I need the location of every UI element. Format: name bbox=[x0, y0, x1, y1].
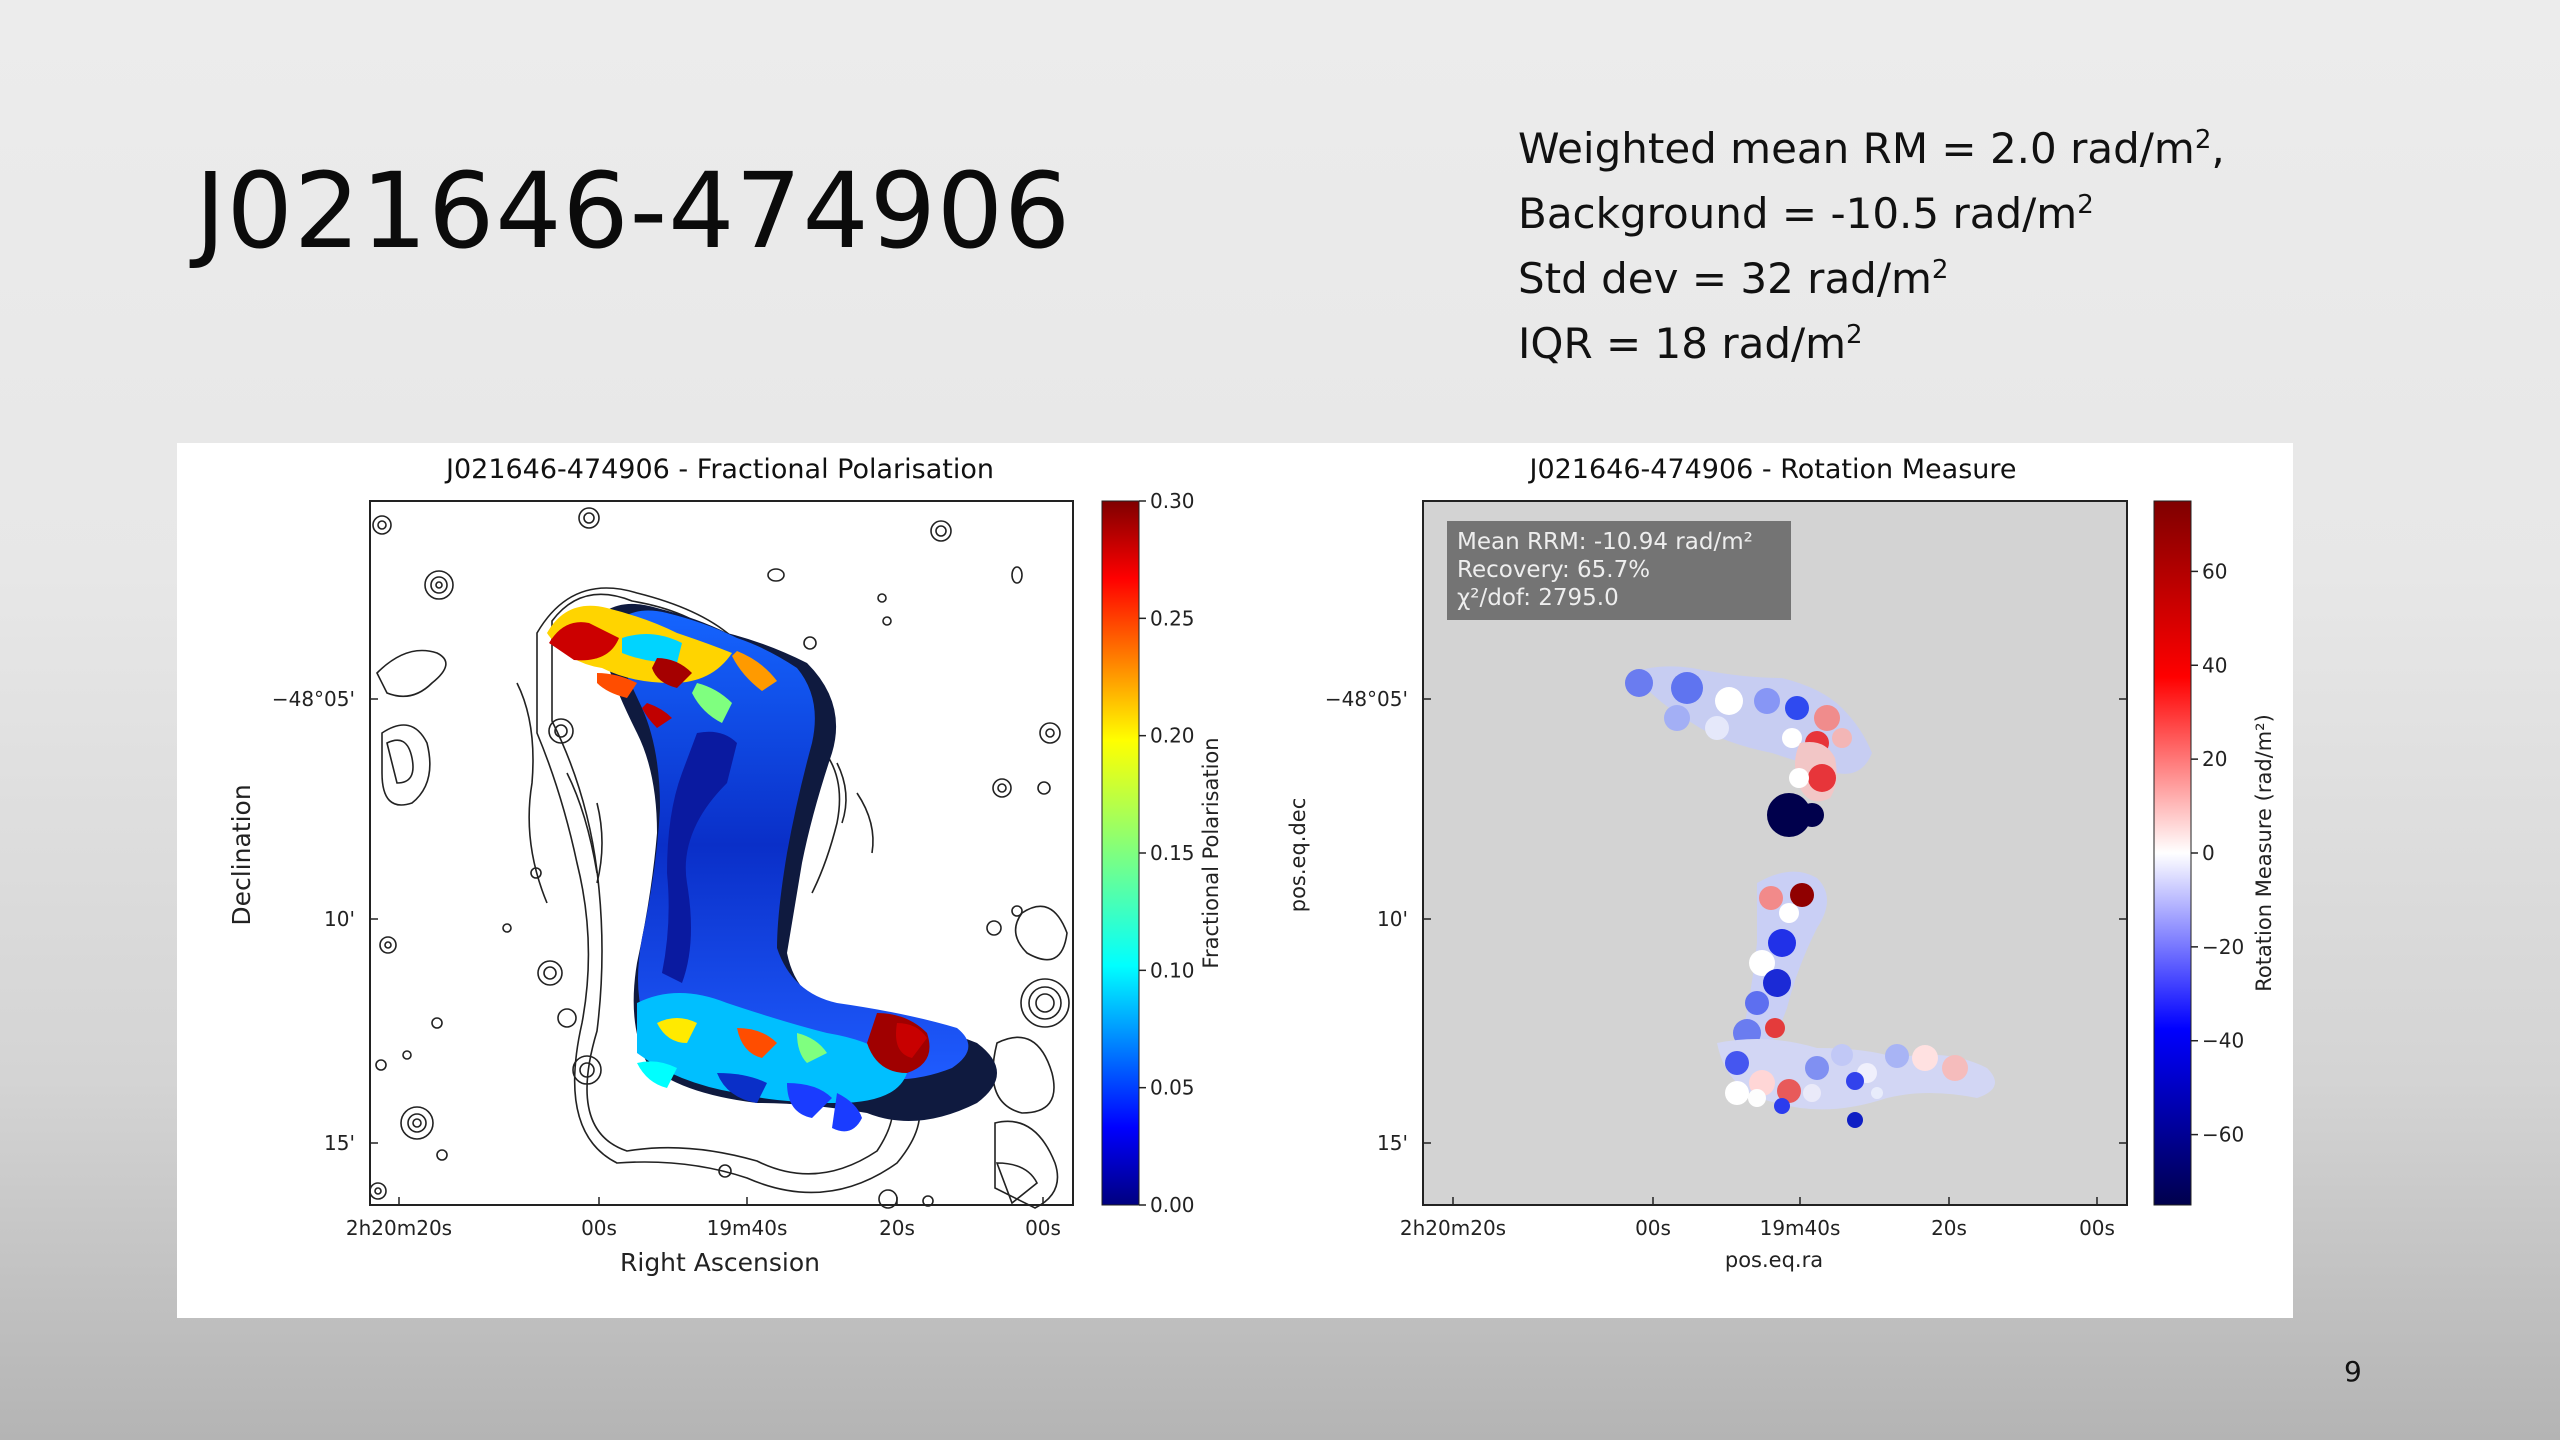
x-tick-label: 00s bbox=[1025, 1216, 1061, 1240]
x-tick-label: 00s bbox=[581, 1216, 617, 1240]
chart-title: J021646-474906 - Fractional Polarisation bbox=[444, 454, 994, 485]
stats-block: Weighted mean RM = 2.0 rad/m2, Backgroun… bbox=[1518, 112, 2225, 372]
y-axis-label: pos.eq.dec bbox=[1286, 798, 1310, 913]
annotation-line: Recovery: 65.7% bbox=[1457, 557, 1650, 583]
colorbar-tick-label: 0.15 bbox=[1150, 841, 1195, 865]
x-axis-label: Right Ascension bbox=[620, 1248, 820, 1277]
stat-sup: 2 bbox=[2194, 125, 2212, 155]
figure-panel: J021646-474906 - Fractional Polarisation bbox=[177, 443, 2293, 1318]
stat-suffix: , bbox=[2211, 124, 2225, 173]
y-tick-label: −48°05' bbox=[1325, 687, 1408, 711]
colorbar-tick-label: 40 bbox=[2202, 653, 2227, 677]
x-tick-label: 20s bbox=[1931, 1216, 1967, 1240]
figure-svg: J021646-474906 - Fractional Polarisation bbox=[227, 454, 2276, 1277]
stat-text: Weighted mean RM = 2.0 rad/m bbox=[1518, 124, 2195, 173]
stat-text: Background = -10.5 rad/m bbox=[1518, 189, 2078, 238]
colorbar-ticks: 60 40 20 0 −20 −40 −60 bbox=[2191, 559, 2244, 1147]
stat-sup: 2 bbox=[2077, 190, 2094, 220]
axis-ticks bbox=[370, 698, 1044, 1205]
colorbar-tick-label: 0.30 bbox=[1150, 489, 1195, 513]
x-tick-labels: 2h20m20s 00s 19m40s 20s 00s bbox=[346, 1216, 1061, 1240]
polarisation-plot: J021646-474906 - Fractional Polarisation bbox=[227, 454, 1223, 1277]
colorbar-label: Rotation Measure (rad/m²) bbox=[2252, 714, 2276, 992]
stat-line: Std dev = 32 rad/m2 bbox=[1518, 242, 2225, 307]
stat-sup: 2 bbox=[1931, 255, 1949, 285]
x-tick-label: 19m40s bbox=[1760, 1216, 1841, 1240]
colorbar-label: Fractional Polarisation bbox=[1199, 737, 1223, 968]
colorbar-tick-label: −60 bbox=[2202, 1123, 2244, 1147]
colorbar bbox=[1101, 500, 1140, 1206]
colorbar-tick-label: 0.20 bbox=[1150, 724, 1195, 748]
colorbar-tick-label: −20 bbox=[2202, 935, 2244, 959]
y-tick-label: −48°05' bbox=[272, 687, 355, 711]
annotation-line: Mean RRM: -10.94 rad/m² bbox=[1457, 529, 1753, 555]
x-tick-label: 2h20m20s bbox=[346, 1216, 452, 1240]
colorbar-tick-label: 20 bbox=[2202, 747, 2227, 771]
rotation-measure-plot: J021646-474906 - Rotation Measure Mean R… bbox=[1286, 454, 2276, 1272]
y-tick-label: 10' bbox=[324, 907, 355, 931]
stat-text: IQR = 18 rad/m bbox=[1518, 319, 1847, 368]
stats-annotation: Mean RRM: -10.94 rad/m² Recovery: 65.7% … bbox=[1457, 529, 1753, 611]
stats-annotation-box bbox=[1447, 521, 1791, 620]
stat-text: Std dev = 32 rad/m bbox=[1518, 254, 1932, 303]
axis-ticks bbox=[1423, 698, 2127, 1205]
stat-sup: 2 bbox=[1846, 320, 1863, 350]
y-axis-label: Declination bbox=[227, 784, 256, 925]
colorbar-ticks: 0.30 0.25 0.20 0.15 0.10 0.05 0.00 bbox=[1139, 489, 1195, 1217]
colorbar bbox=[2153, 500, 2192, 1206]
page-number: 9 bbox=[2344, 1355, 2362, 1388]
y-tick-label: 10' bbox=[1377, 907, 1408, 931]
colorbar-tick-label: 0.00 bbox=[1150, 1193, 1195, 1217]
colorbar-tick-label: 0 bbox=[2202, 841, 2215, 865]
x-tick-label: 00s bbox=[2079, 1216, 2115, 1240]
colorbar-tick-label: 0.25 bbox=[1150, 606, 1195, 630]
colorbar-tick-label: 0.10 bbox=[1150, 958, 1195, 982]
colorbar-tick-label: 0.05 bbox=[1150, 1076, 1195, 1100]
stat-line: IQR = 18 rad/m2 bbox=[1518, 307, 2225, 372]
y-tick-labels: −48°05' 10' 15' bbox=[272, 687, 355, 1155]
stat-line: Background = -10.5 rad/m2 bbox=[1518, 177, 2225, 242]
colorbar-tick-label: −40 bbox=[2202, 1029, 2244, 1053]
x-axis-label: pos.eq.ra bbox=[1725, 1248, 1823, 1272]
rm-emission bbox=[1625, 666, 1995, 1128]
y-tick-label: 15' bbox=[1377, 1131, 1408, 1155]
x-tick-label: 2h20m20s bbox=[1400, 1216, 1506, 1240]
chart-title: J021646-474906 - Rotation Measure bbox=[1527, 454, 2016, 485]
colorbar-tick-label: 60 bbox=[2202, 559, 2227, 583]
y-tick-labels: −48°05' 10' 15' bbox=[1325, 687, 1408, 1155]
annotation-line: χ²/dof: 2795.0 bbox=[1457, 585, 1619, 611]
polarisation-emission bbox=[547, 603, 997, 1132]
slide-title: J021646-474906 bbox=[195, 150, 1072, 272]
x-tick-label: 19m40s bbox=[707, 1216, 788, 1240]
y-tick-label: 15' bbox=[324, 1131, 355, 1155]
stat-line: Weighted mean RM = 2.0 rad/m2, bbox=[1518, 112, 2225, 177]
x-tick-label: 00s bbox=[1635, 1216, 1671, 1240]
x-tick-labels: 2h20m20s 00s 19m40s 20s 00s bbox=[1400, 1216, 2115, 1240]
x-tick-label: 20s bbox=[879, 1216, 915, 1240]
